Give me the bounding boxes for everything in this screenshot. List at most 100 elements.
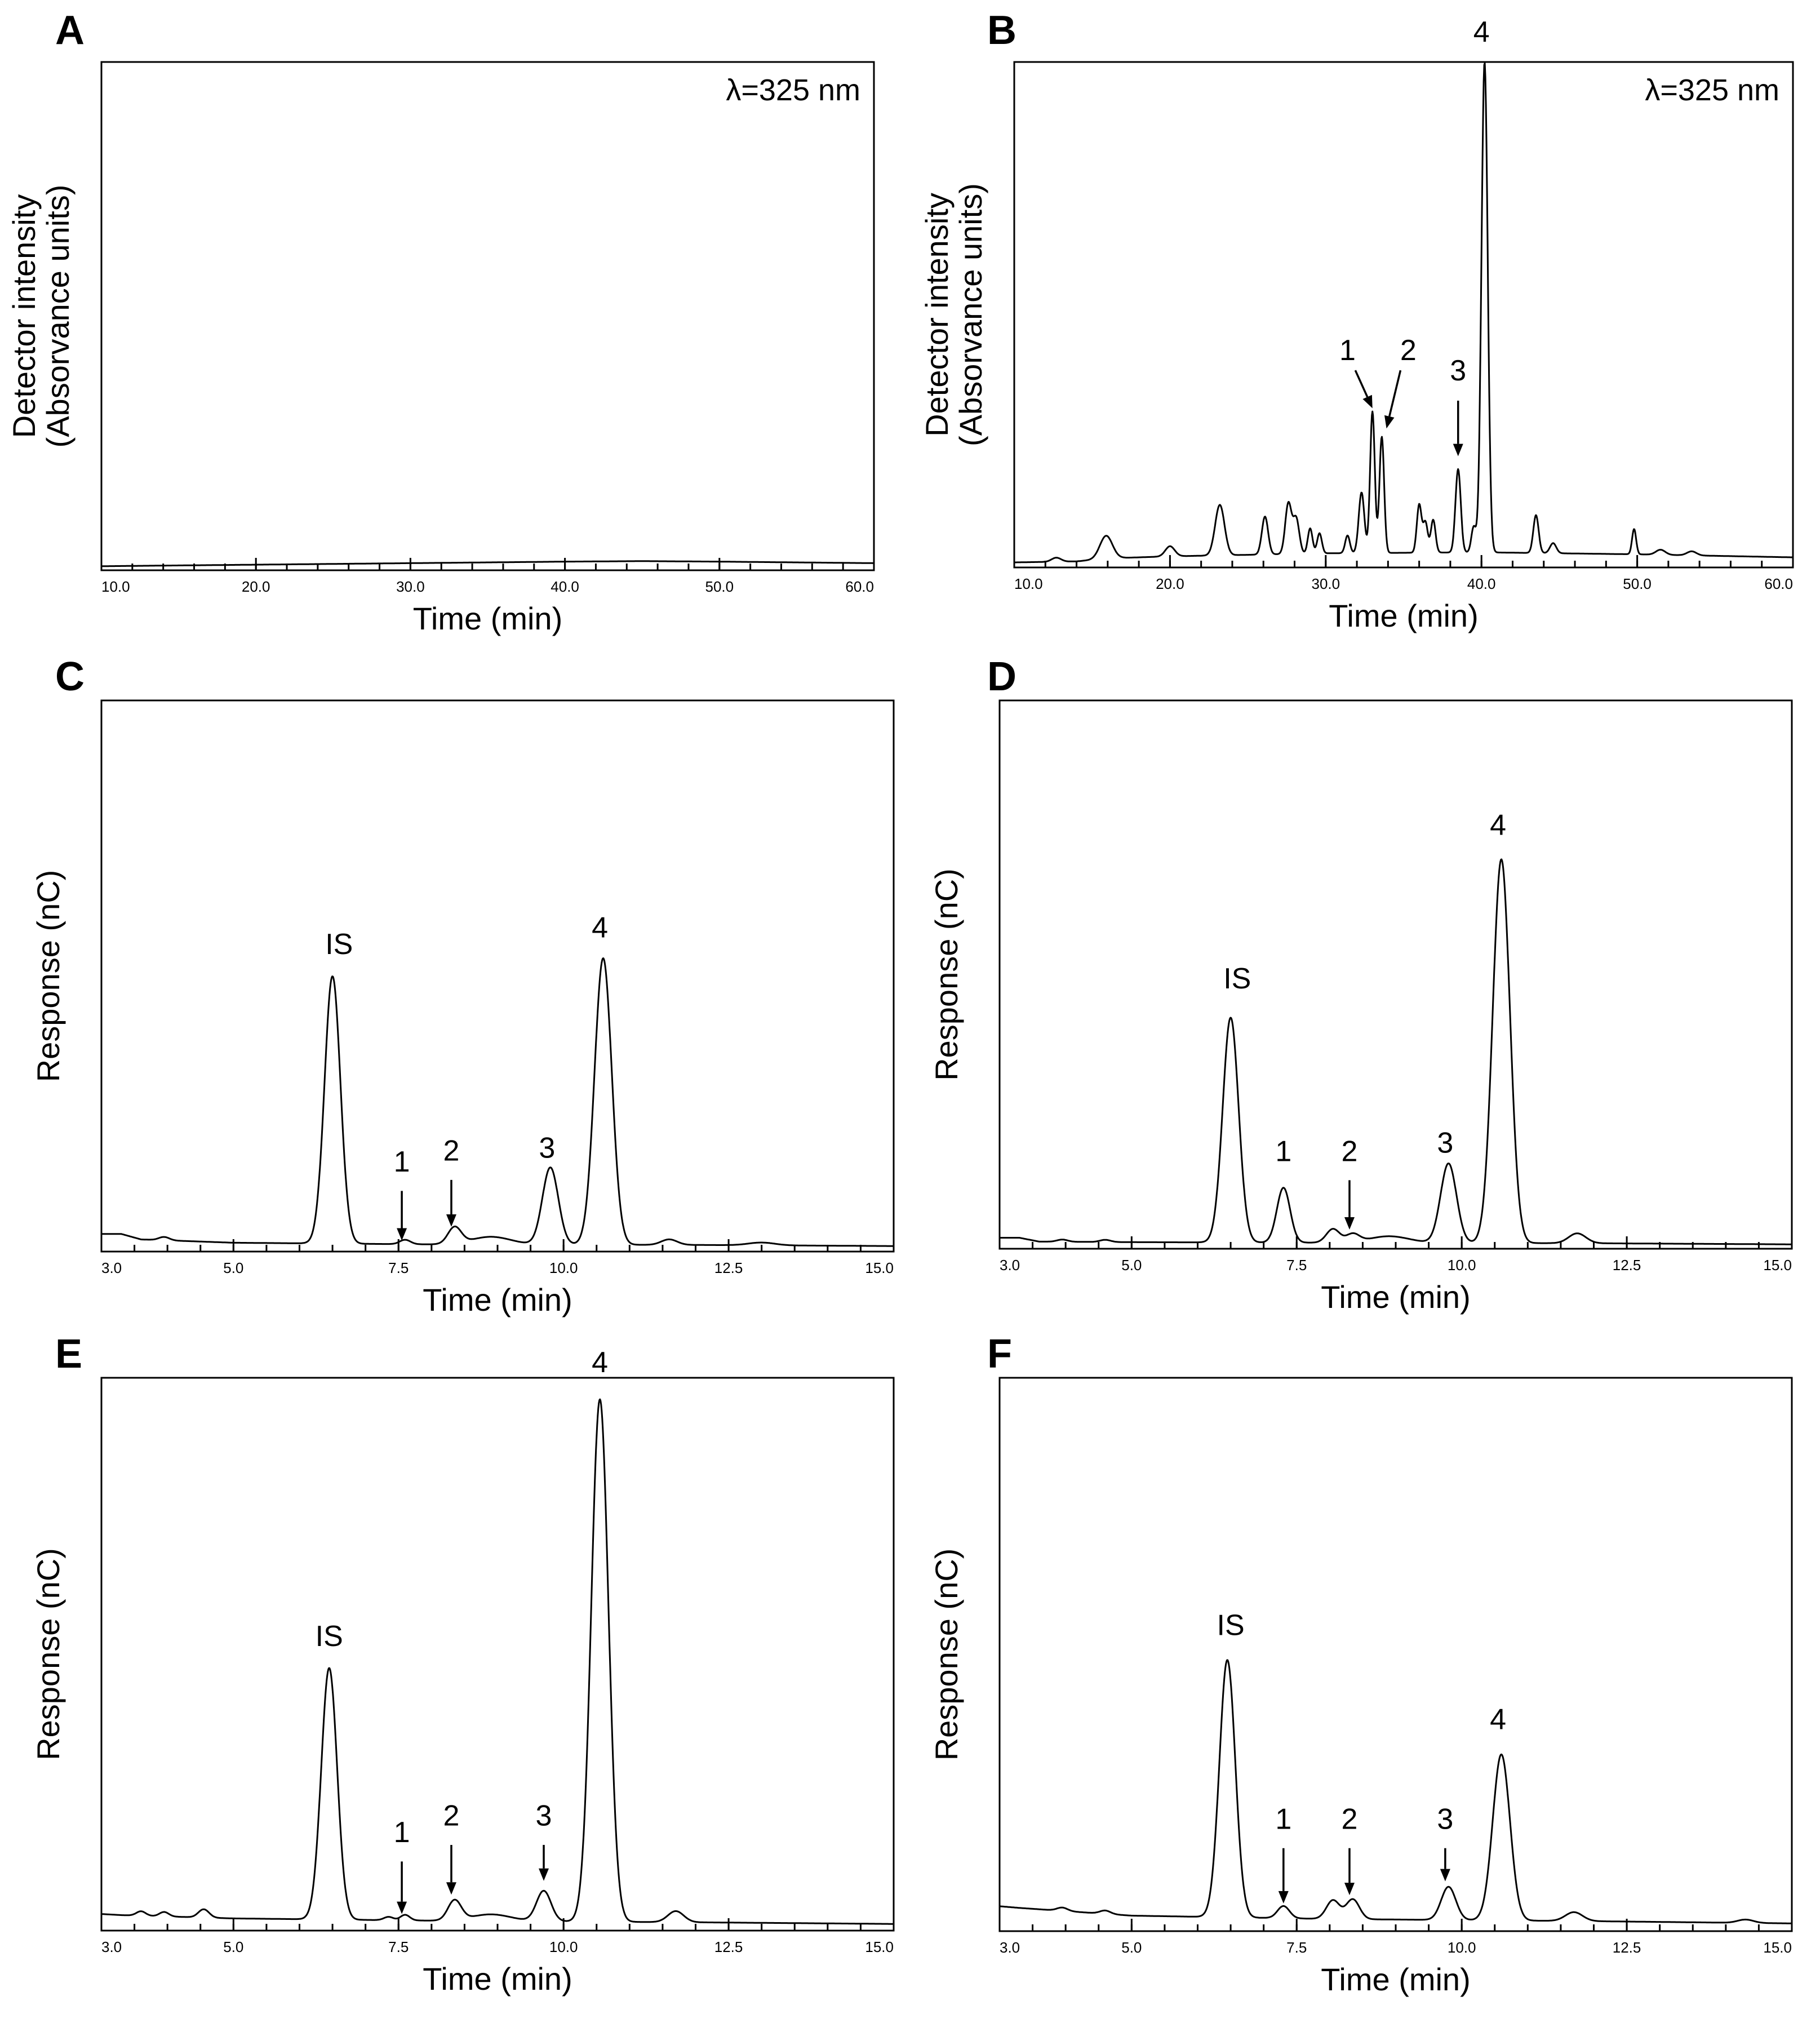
wavelength-annotation: λ=325 nm xyxy=(726,73,860,107)
plot-frame xyxy=(1013,61,1794,569)
peak-label: 1 xyxy=(394,1816,410,1849)
peak-arrow xyxy=(1354,370,1369,398)
x-tick-label: 20.0 xyxy=(242,578,270,595)
panel-e: E 3.0 5.0 7.5 10.0 12.5 15.0 Time (min) Response… xyxy=(30,1332,895,1997)
y-axis-label: Detector intensity xyxy=(919,193,955,437)
peak-arrowhead xyxy=(446,1882,456,1895)
peak-label: IS xyxy=(316,1620,343,1653)
x-tick-label: 12.5 xyxy=(1613,1939,1641,1956)
x-tick-label: 10.0 xyxy=(549,1938,578,1955)
x-tick-label: 3.0 xyxy=(1000,1257,1020,1274)
x-tick-label: 3.0 xyxy=(1000,1939,1020,1956)
x-tick-label: 12.5 xyxy=(1613,1257,1641,1274)
peak-label: 4 xyxy=(592,1346,608,1379)
y-axis-label: Response (nC) xyxy=(30,1548,66,1760)
x-tick-label: 40.0 xyxy=(551,578,579,595)
y-axis-label: Response (nC) xyxy=(929,868,964,1081)
x-axis-label: Time (min) xyxy=(1321,1962,1470,1997)
x-tick-label: 10.0 xyxy=(1448,1939,1476,1956)
x-tick-label: 15.0 xyxy=(1763,1257,1792,1274)
chromatogram-trace xyxy=(999,858,1792,1245)
peak-label: 2 xyxy=(1342,1803,1358,1835)
x-tick-label: 40.0 xyxy=(1467,575,1496,592)
y-axis-label-line2: (Absorvance units) xyxy=(953,183,988,446)
peak-label: IS xyxy=(325,928,353,961)
panel-letter: A xyxy=(55,8,85,53)
peak-label: 3 xyxy=(1437,1127,1453,1160)
chromatogram-trace xyxy=(101,1398,894,1925)
x-axis-label: Time (min) xyxy=(1321,1279,1470,1315)
plot-frame xyxy=(998,1377,1793,1932)
chromatogram-trace xyxy=(999,1659,1792,1924)
y-axis-label: Response (nC) xyxy=(929,1549,964,1761)
peak-label: 1 xyxy=(1275,1135,1291,1168)
peak-arrowhead xyxy=(1278,1891,1289,1904)
x-tick-label: 7.5 xyxy=(388,1938,409,1955)
peak-arrowhead xyxy=(1344,1217,1355,1230)
x-tick-label: 10.0 xyxy=(549,1259,578,1276)
chromatogram-trace xyxy=(1014,62,1794,564)
peak-label: 2 xyxy=(1400,334,1417,367)
plot-frame xyxy=(100,699,895,1253)
x-axis-label: Time (min) xyxy=(423,1961,572,1997)
chromatogram-trace xyxy=(101,957,894,1247)
peak-label: IS xyxy=(1223,962,1251,995)
x-tick-label: 12.5 xyxy=(714,1259,743,1276)
peak-label: 4 xyxy=(1490,1703,1506,1736)
x-tick-label: 7.5 xyxy=(1286,1257,1307,1274)
peak-arrow xyxy=(1388,370,1402,417)
peak-label: 3 xyxy=(539,1132,555,1165)
x-tick-label: 12.5 xyxy=(714,1938,743,1955)
x-tick-label: 5.0 xyxy=(1121,1939,1142,1956)
x-tick-label: 10.0 xyxy=(1014,575,1043,592)
peak-arrowhead xyxy=(1453,443,1463,456)
x-tick-label: 20.0 xyxy=(1156,575,1184,592)
x-tick-label: 5.0 xyxy=(1121,1257,1142,1274)
y-axis-label: Detector intensity xyxy=(6,194,42,438)
panel-f: F 3.0 5.0 7.5 10.0 12.5 15.0 Time (min) Response… xyxy=(929,1332,1793,1997)
x-tick-label: 10.0 xyxy=(1448,1257,1476,1274)
peak-arrowhead xyxy=(446,1214,456,1227)
plot-frame xyxy=(100,1377,895,1932)
x-tick-label: 15.0 xyxy=(865,1259,894,1276)
x-axis-label: Time (min) xyxy=(1329,598,1478,633)
y-axis-label-line2: (Absorvance units) xyxy=(40,185,76,448)
peak-label: 3 xyxy=(1450,354,1466,387)
peak-label: 2 xyxy=(443,1135,460,1168)
x-tick-label: 60.0 xyxy=(845,578,874,595)
x-tick-label: 5.0 xyxy=(223,1259,243,1276)
x-tick-label: 10.0 xyxy=(101,578,130,595)
y-axis-label: Response (nC) xyxy=(30,870,66,1083)
panel-letter: E xyxy=(55,1332,82,1377)
peak-label: 3 xyxy=(1437,1803,1453,1835)
peak-label: 2 xyxy=(1342,1135,1358,1168)
wavelength-annotation: λ=325 nm xyxy=(1645,73,1779,107)
chromatogram-trace xyxy=(101,560,875,567)
panel-letter: D xyxy=(987,654,1016,699)
peak-label: 1 xyxy=(394,1146,410,1178)
panel-a: A 10.0 20.0 30.0 40.0 50.0 60.0 Time (min) Detec… xyxy=(6,8,875,636)
peak-label: 1 xyxy=(1275,1803,1291,1835)
peak-label: 1 xyxy=(1339,334,1356,367)
peak-label: 4 xyxy=(592,912,608,944)
x-tick-label: 7.5 xyxy=(1286,1939,1307,1956)
x-tick-label: 15.0 xyxy=(865,1938,894,1955)
x-axis-label: Time (min) xyxy=(413,601,562,636)
panel-letter: C xyxy=(55,654,85,699)
peak-arrowhead xyxy=(1440,1869,1450,1882)
peak-arrowhead xyxy=(397,1901,407,1914)
panel-b: B 10.0 20.0 30.0 40.0 50.0 60.0 Time (min) Detec… xyxy=(919,8,1794,633)
x-tick-label: 5.0 xyxy=(223,1938,243,1955)
plot-frame xyxy=(100,61,875,571)
x-tick-label: 15.0 xyxy=(1763,1939,1792,1956)
x-tick-label: 30.0 xyxy=(1311,575,1340,592)
peak-label: 3 xyxy=(536,1800,552,1833)
panel-letter: F xyxy=(987,1332,1012,1377)
x-tick-label: 3.0 xyxy=(101,1938,122,1955)
x-tick-label: 3.0 xyxy=(101,1259,122,1276)
panel-letter: B xyxy=(987,8,1016,53)
peak-arrowhead xyxy=(1362,394,1373,409)
x-tick-label: 60.0 xyxy=(1764,575,1793,592)
x-tick-label: 7.5 xyxy=(388,1259,409,1276)
